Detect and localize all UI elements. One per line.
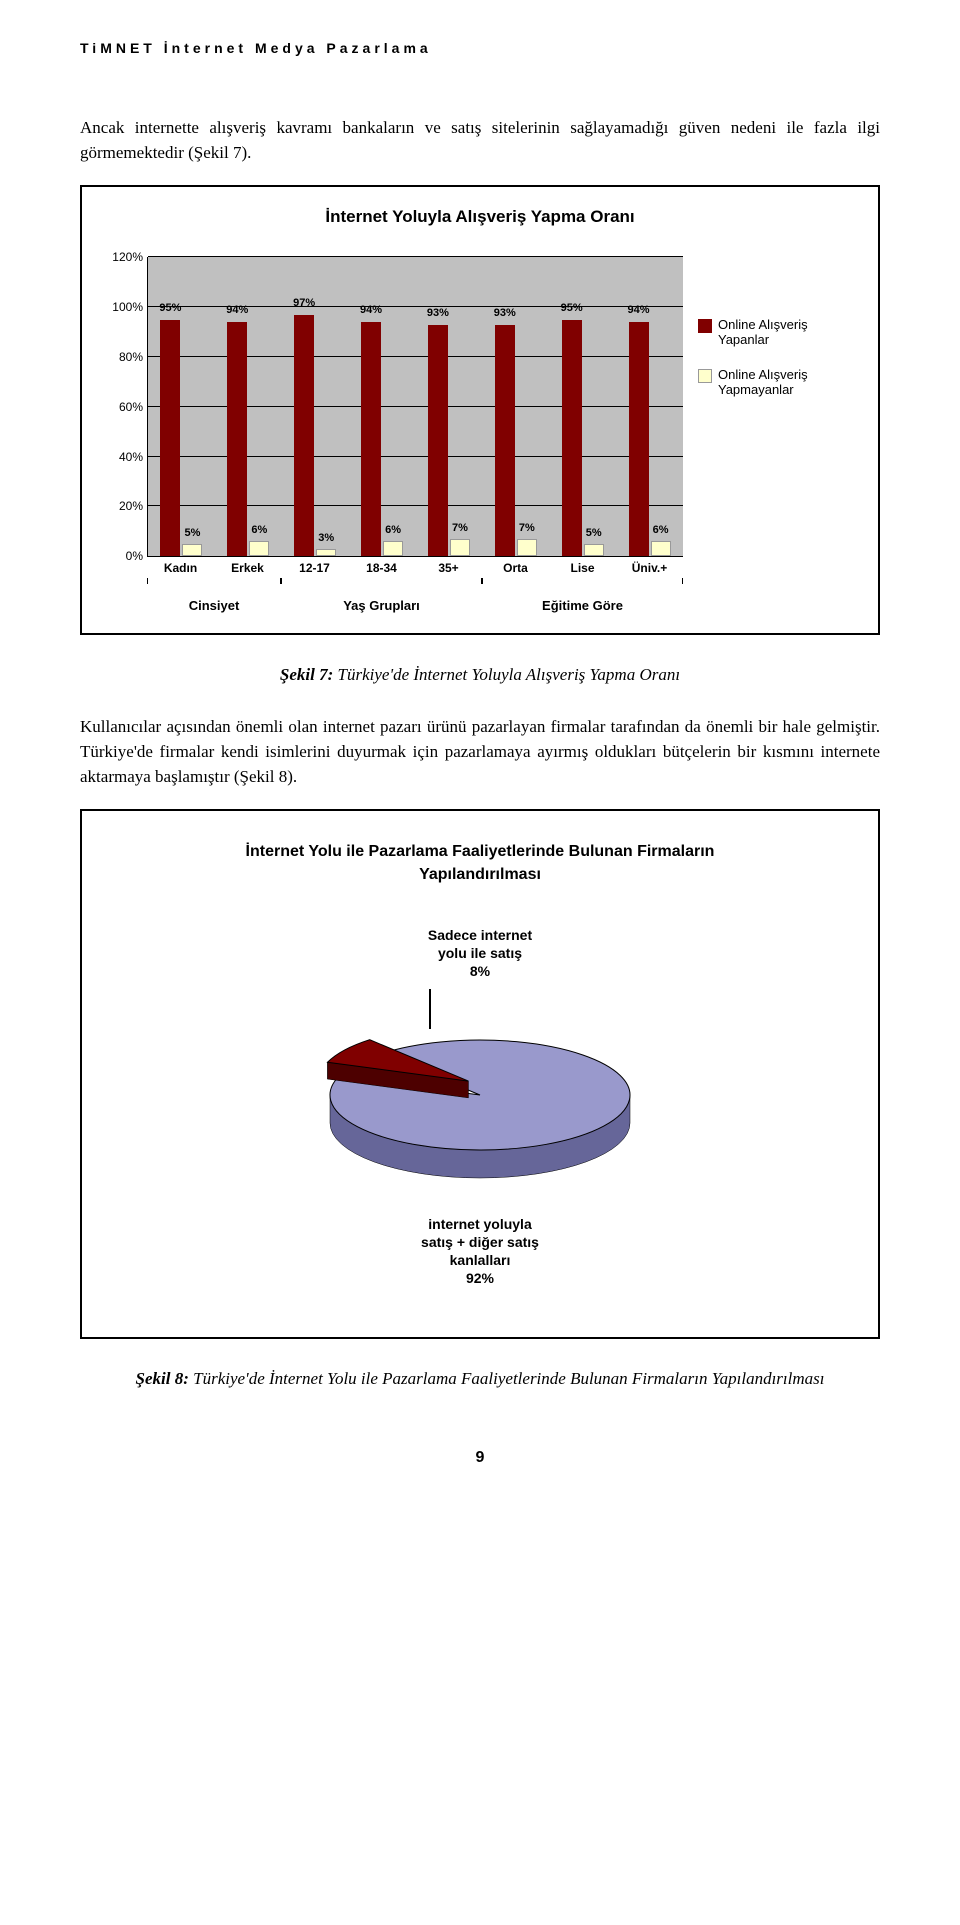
bar-value-label: 5% xyxy=(184,527,200,539)
bar-yes: 6% xyxy=(383,541,403,556)
paragraph-2: Kullanıcılar açısından önemli olan inter… xyxy=(80,715,880,789)
bar-value-label: 94% xyxy=(628,304,650,316)
bar-value-label: 6% xyxy=(385,524,401,536)
bar-value-label: 94% xyxy=(360,304,382,316)
bar-value-label: 93% xyxy=(494,307,516,319)
bar-yes: 3% xyxy=(316,549,336,556)
bar-value-label: 7% xyxy=(452,522,468,534)
xaxis-label: Orta xyxy=(486,561,545,575)
xaxis-label: Kadın xyxy=(151,561,210,575)
paragraph-1: Ancak internette alışveriş kavramı banka… xyxy=(80,116,880,165)
page-header: TiMNET İnternet Medya Pazarlama xyxy=(80,40,880,56)
xaxis-label: 35+ xyxy=(419,561,478,575)
xaxis-group-label: Eğitime Göre xyxy=(482,597,683,613)
bar-yes: 6% xyxy=(249,541,269,556)
bar-no: 95% xyxy=(562,320,582,557)
bar-no: 93% xyxy=(495,325,515,557)
pie-label-text: internet yoluyla xyxy=(428,1216,531,1232)
bar-yes: 5% xyxy=(182,544,202,556)
caption-label: Şekil 8: xyxy=(136,1369,189,1388)
bar-no: 94% xyxy=(361,322,381,556)
bar-no: 94% xyxy=(629,322,649,556)
bar-yes: 6% xyxy=(651,541,671,556)
bar-value-label: 6% xyxy=(653,524,669,536)
bar-value-label: 5% xyxy=(586,527,602,539)
bar-value-label: 93% xyxy=(427,307,449,319)
pie-slice2-label: internet yoluyla satış + diğer satış kan… xyxy=(421,1215,539,1288)
bar-yes: 7% xyxy=(450,539,470,556)
pie-chart-svg xyxy=(300,1025,660,1185)
bar-chart-title: İnternet Yoluyla Alışveriş Yapma Oranı xyxy=(102,207,858,227)
xaxis-label: 12-17 xyxy=(285,561,344,575)
pie-chart-title: İnternet Yolu ile Pazarlama Faaliyetleri… xyxy=(246,841,715,886)
caption-text: Türkiye'de İnternet Yoluyla Alışveriş Ya… xyxy=(333,665,680,684)
bar-chart-xaxis: Kadın Erkek 12-17 18-34 35+ Orta Lise Üniv.+ xyxy=(147,561,683,575)
bar-chart-container: İnternet Yoluyla Alışveriş Yapma Oranı 0… xyxy=(80,185,880,635)
pie-chart-container: İnternet Yolu ile Pazarlama Faaliyetleri… xyxy=(80,809,880,1339)
pie-title-line1: İnternet Yolu ile Pazarlama Faaliyetleri… xyxy=(246,843,715,860)
bar-value-label: 94% xyxy=(226,304,248,316)
pie-title-line2: Yapılandırılması xyxy=(419,866,541,883)
bar-yes: 5% xyxy=(584,544,604,556)
bar-chart-plot: 0%20%40%60%80%100%120%95%5%94%6%97%3%94%… xyxy=(147,257,683,557)
pie-label-text: 92% xyxy=(466,1270,494,1286)
caption-text: Türkiye'de İnternet Yolu ile Pazarlama F… xyxy=(189,1369,825,1388)
ytick-label: 40% xyxy=(103,450,143,464)
pie-label-text: yolu ile satış xyxy=(438,945,522,961)
pie-leader-line xyxy=(429,989,431,1029)
ytick-label: 120% xyxy=(103,250,143,264)
bar-no: 93% xyxy=(428,325,448,557)
bar-no: 94% xyxy=(227,322,247,556)
bar-yes: 7% xyxy=(517,539,537,556)
ytick-label: 60% xyxy=(103,400,143,414)
legend-swatch xyxy=(698,369,712,383)
bar-no: 97% xyxy=(294,315,314,557)
ytick-label: 0% xyxy=(103,549,143,563)
xaxis-group-label: Cinsiyet xyxy=(147,597,281,613)
page-number: 9 xyxy=(80,1449,880,1467)
xaxis-group-label: Yaş Grupları xyxy=(281,597,482,613)
legend-label: Online Alışveriş Yapmayanlar xyxy=(718,367,858,397)
bar-value-label: 6% xyxy=(251,524,267,536)
legend-swatch xyxy=(698,319,712,333)
pie-label-text: kanlalları xyxy=(450,1252,511,1268)
legend-item: Online Alışveriş Yapmayanlar xyxy=(698,367,858,397)
bar-chart-legend: Online Alışveriş Yapanlar Online Alışver… xyxy=(698,257,858,417)
bar-value-label: 97% xyxy=(293,297,315,309)
bar-no: 95% xyxy=(160,320,180,557)
xaxis-label: Üniv.+ xyxy=(620,561,679,575)
figure-8-caption: Şekil 8: Türkiye'de İnternet Yolu ile Pa… xyxy=(80,1369,880,1389)
pie-slice1-label: Sadece internet yolu ile satış 8% xyxy=(428,926,532,981)
ytick-label: 20% xyxy=(103,499,143,513)
ytick-label: 80% xyxy=(103,350,143,364)
xaxis-label: Erkek xyxy=(218,561,277,575)
figure-7-caption: Şekil 7: Türkiye'de İnternet Yoluyla Alı… xyxy=(80,665,880,685)
pie-label-text: 8% xyxy=(470,963,490,979)
bar-value-label: 7% xyxy=(519,522,535,534)
caption-label: Şekil 7: xyxy=(280,665,333,684)
bar-value-label: 95% xyxy=(561,302,583,314)
legend-item: Online Alışveriş Yapanlar xyxy=(698,317,858,347)
bar-chart-category-groups: CinsiyetYaş GruplarıEğitime Göre xyxy=(147,597,683,613)
xaxis-label: 18-34 xyxy=(352,561,411,575)
pie-label-text: satış + diğer satış xyxy=(421,1234,539,1250)
xaxis-label: Lise xyxy=(553,561,612,575)
bar-value-label: 3% xyxy=(318,532,334,544)
bar-value-label: 95% xyxy=(159,302,181,314)
legend-label: Online Alışveriş Yapanlar xyxy=(718,317,858,347)
ytick-label: 100% xyxy=(103,300,143,314)
pie-label-text: Sadece internet xyxy=(428,927,532,943)
